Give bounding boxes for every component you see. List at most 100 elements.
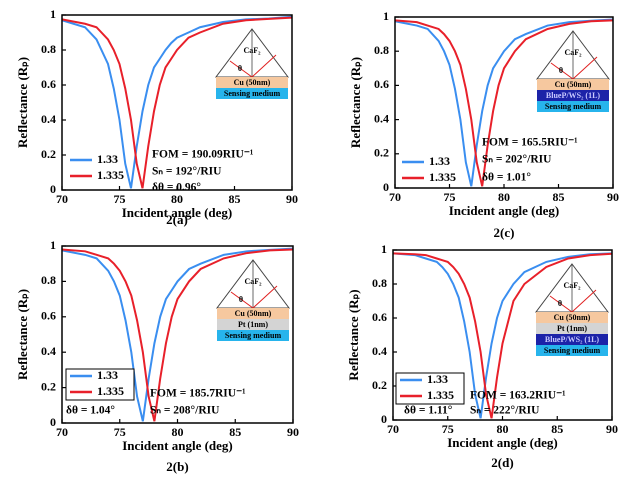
annotation: FOM = 163.2RIU⁻¹ [470, 390, 566, 402]
layer-label: BlueP/WS₂ (1L) [546, 91, 601, 100]
x-axis-label: Incident angle (deg) [122, 438, 233, 453]
legend-label: 1.33 [429, 154, 450, 168]
y-axis-label: Reflectance (Rₚ) [348, 57, 363, 148]
angle-label: θ [239, 295, 243, 304]
y-tick-label: 0.2 [374, 146, 389, 160]
x-tick-label: 85 [553, 190, 565, 204]
annotation: δθ = 0.96° [152, 182, 201, 194]
y-tick-label: 0.4 [372, 344, 387, 358]
y-axis-label: Reflectance (Rₚ) [15, 289, 30, 380]
x-tick-label: 80 [497, 422, 509, 436]
layer-label: Sensing medium [544, 346, 601, 355]
angle-label: θ [238, 64, 242, 73]
curve [61, 16, 293, 189]
y-tick-label: 0.8 [41, 273, 56, 287]
y-tick-label: 0.6 [372, 310, 387, 324]
annotation: FOM = 185.7RIU⁻¹ [150, 388, 246, 400]
annotation: δθ = 1.11° [404, 405, 453, 417]
legend-label: 1.335 [97, 384, 124, 398]
layer [217, 308, 289, 319]
y-axis-label: Reflectance (Rₚ) [346, 289, 361, 380]
annotation: δθ = 1.01° [482, 172, 531, 184]
caption: 2(b) [166, 459, 188, 474]
y-tick-label: 0 [381, 412, 387, 426]
x-axis-label: Incident angle (deg) [449, 203, 560, 218]
y-tick-label: 0.6 [374, 77, 389, 91]
annotation: Sₙ = 192°/RIU [152, 166, 222, 178]
layer [537, 101, 609, 112]
layer [536, 312, 608, 323]
curve [392, 252, 613, 419]
y-tick-label: 0.4 [41, 344, 56, 358]
y-tick-label: 0.2 [41, 379, 56, 393]
layer-label: Pt (1nm) [238, 320, 268, 329]
annotation: Sₙ = 202°/RIU [482, 154, 552, 166]
curve [61, 15, 293, 189]
layer [537, 79, 609, 90]
layer-label: Sensing medium [545, 102, 602, 111]
x-axis-label: Incident angle (deg) [122, 205, 233, 220]
y-tick-label: 0.2 [372, 378, 387, 392]
x-tick-label: 75 [444, 190, 456, 204]
y-tick-label: 0 [50, 182, 56, 196]
x-tick-label: 70 [389, 190, 401, 204]
y-tick-label: 1 [50, 238, 56, 252]
x-tick-label: 70 [56, 192, 68, 206]
legend-label: 1.335 [427, 388, 454, 402]
layer-label: Cu (50nm) [235, 309, 272, 318]
x-tick-label: 75 [114, 192, 126, 206]
x-tick-label: 90 [606, 422, 618, 436]
layer [536, 323, 608, 334]
y-tick-label: 0.8 [372, 276, 387, 290]
y-tick-label: 0.6 [41, 77, 56, 91]
x-axis-label: Incident angle (deg) [447, 435, 558, 450]
layer-label: Cu (50nm) [234, 78, 271, 87]
x-tick-label: 80 [172, 425, 184, 439]
y-axis-label: Reflectance (Rₚ) [15, 57, 30, 148]
x-tick-label: 80 [498, 190, 510, 204]
layer-label: Pt (1nm) [557, 324, 587, 333]
panel: 70 75 80 85 90 0 0.2 0.4 0.6 0.8 1 Incident angle (… [348, 9, 619, 240]
y-tick-label: 0.2 [41, 147, 56, 161]
x-tick-label: 85 [229, 425, 241, 439]
caption: 2(d) [491, 455, 513, 470]
layer [536, 334, 608, 345]
x-tick-label: 75 [442, 422, 454, 436]
axes-frame [61, 245, 294, 424]
y-tick-label: 1 [381, 242, 387, 256]
x-tick-label: 85 [229, 192, 241, 206]
annotation: δθ = 1.04° [66, 405, 115, 417]
axes-frame [392, 249, 613, 421]
y-tick-label: 0 [50, 415, 56, 429]
angle-label: θ [558, 299, 562, 308]
legend-frame [395, 372, 465, 405]
legend-label: 1.33 [427, 372, 448, 386]
y-tick-label: 1 [50, 7, 56, 21]
layer [216, 77, 288, 88]
layer [537, 90, 609, 101]
layer-label: Cu (50nm) [555, 80, 592, 89]
annotation: FOM = 165.5RIU⁻¹ [482, 137, 578, 149]
axes-frame [61, 14, 293, 191]
y-tick-label: 0.8 [374, 43, 389, 57]
caption: 2(a) [166, 212, 188, 227]
legend-label: 1.335 [97, 168, 124, 182]
y-tick-label: 0 [383, 180, 389, 194]
legend-label: 1.33 [97, 368, 118, 382]
layer [217, 330, 289, 341]
x-tick-label: 80 [171, 192, 183, 206]
x-tick-label: 90 [607, 190, 619, 204]
legend-frame [65, 368, 135, 401]
y-tick-label: 0.6 [41, 309, 56, 323]
x-tick-label: 90 [286, 192, 298, 206]
layer-label: BlueP/WS₂ (1L) [545, 335, 600, 344]
layer-label: Cu (50nm) [554, 313, 591, 322]
legend-label: 1.33 [97, 152, 118, 166]
prism-label: CaF₂ [564, 48, 582, 57]
layer [217, 319, 289, 330]
